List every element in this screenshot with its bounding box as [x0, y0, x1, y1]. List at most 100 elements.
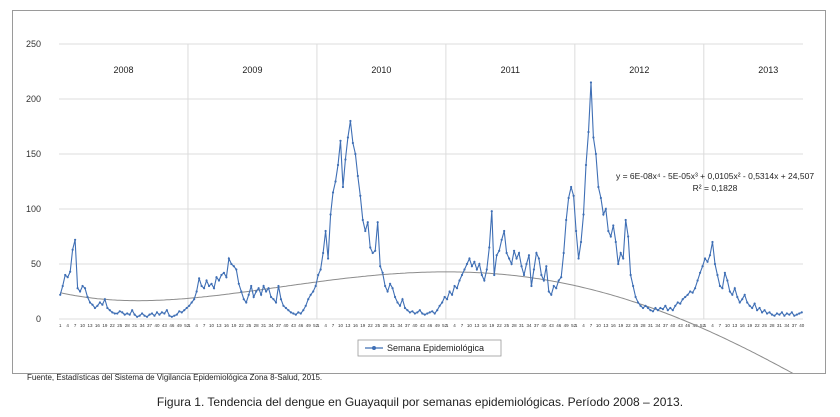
data-point — [413, 312, 416, 315]
data-point — [225, 276, 228, 279]
x-tick-label: 28 — [254, 323, 260, 328]
x-tick-label: 22 — [626, 323, 632, 328]
data-point — [455, 287, 459, 290]
data-point — [185, 306, 188, 310]
data-point — [567, 196, 570, 200]
trendline-r2: R² = 0,1828 — [693, 183, 738, 193]
data-point — [341, 185, 345, 189]
data-point — [463, 268, 466, 271]
data-point — [163, 312, 166, 315]
x-tick-label: 19 — [618, 323, 624, 328]
data-point — [785, 312, 788, 315]
x-tick-label: 52 — [571, 323, 577, 328]
x-tick-label: 25 — [762, 323, 768, 328]
data-point — [336, 163, 340, 167]
data-point — [175, 313, 178, 316]
data-point — [364, 229, 367, 233]
year-label-2008: 2008 — [113, 65, 133, 75]
data-point — [768, 311, 771, 314]
data-point — [252, 295, 255, 299]
data-point — [505, 251, 508, 255]
data-point — [713, 262, 717, 266]
data-point — [718, 284, 722, 288]
data-point — [753, 302, 756, 305]
x-tick-label: 19 — [102, 323, 108, 328]
data-point — [255, 290, 258, 293]
x-tick-label: 16 — [611, 323, 617, 328]
data-point — [681, 298, 684, 301]
x-tick-label: 19 — [747, 323, 753, 328]
data-point — [656, 309, 660, 312]
data-point — [478, 262, 481, 266]
year-label-2010: 2010 — [371, 65, 391, 75]
x-tick-label: 46 — [685, 323, 691, 328]
x-tick-label: 22 — [755, 323, 761, 328]
data-point — [684, 295, 687, 299]
data-point — [198, 277, 201, 280]
data-point — [689, 290, 692, 293]
data-point — [158, 313, 161, 316]
data-point — [731, 293, 734, 296]
data-point — [416, 311, 419, 314]
data-point — [579, 240, 583, 244]
data-point — [274, 301, 278, 304]
x-tick-label: 22 — [497, 323, 503, 328]
data-point — [666, 309, 669, 312]
x-tick-label: 4 — [453, 323, 456, 328]
data-point — [592, 136, 595, 139]
year-label-2013: 2013 — [758, 65, 778, 75]
data-point — [297, 311, 300, 314]
x-tick-label: 16 — [224, 323, 230, 328]
data-point — [393, 295, 397, 299]
data-point — [195, 290, 198, 293]
data-point — [460, 273, 464, 277]
data-point — [698, 271, 702, 274]
data-point — [366, 221, 369, 224]
data-point — [408, 311, 412, 314]
x-tick-label: 40 — [670, 323, 676, 328]
data-point — [170, 315, 173, 318]
x-tick-label: 52 — [700, 323, 706, 328]
data-point — [101, 303, 104, 306]
data-point — [381, 271, 384, 274]
data-point — [703, 257, 707, 260]
data-point — [498, 249, 501, 252]
data-point — [674, 304, 677, 307]
data-point — [379, 265, 382, 268]
x-tick-label: 43 — [678, 323, 684, 328]
data-point — [81, 284, 84, 288]
data-point — [793, 314, 796, 317]
x-tick-label: 52 — [313, 323, 319, 328]
x-tick-label: 37 — [405, 323, 411, 328]
data-point — [183, 309, 186, 312]
x-tick-label: 31 — [390, 323, 396, 328]
data-point — [485, 268, 488, 271]
x-tick-label: 10 — [596, 323, 602, 328]
data-point — [423, 313, 426, 316]
data-point — [748, 304, 751, 307]
x-tick-label: 46 — [427, 323, 433, 328]
data-point — [230, 262, 233, 266]
data-point — [686, 293, 689, 296]
data-point — [671, 309, 674, 312]
x-tick-label: 31 — [261, 323, 267, 328]
x-tick-label: 49 — [564, 323, 570, 328]
data-point — [765, 312, 769, 315]
data-point — [369, 246, 372, 249]
legend-marker — [372, 346, 376, 350]
x-tick-label: 1 — [317, 323, 320, 328]
x-tick-label: 22 — [110, 323, 116, 328]
data-point — [594, 152, 598, 156]
data-point — [150, 312, 154, 315]
x-tick-label: 1 — [188, 323, 191, 328]
data-point — [522, 273, 526, 277]
x-tick-label: 10 — [80, 323, 86, 328]
data-point — [113, 312, 116, 315]
data-point — [547, 290, 550, 293]
data-point — [664, 304, 667, 307]
data-point — [302, 309, 305, 312]
data-point — [574, 229, 578, 233]
data-point — [475, 268, 478, 271]
x-tick-label: 28 — [512, 323, 518, 328]
x-tick-label: 52 — [184, 323, 190, 328]
